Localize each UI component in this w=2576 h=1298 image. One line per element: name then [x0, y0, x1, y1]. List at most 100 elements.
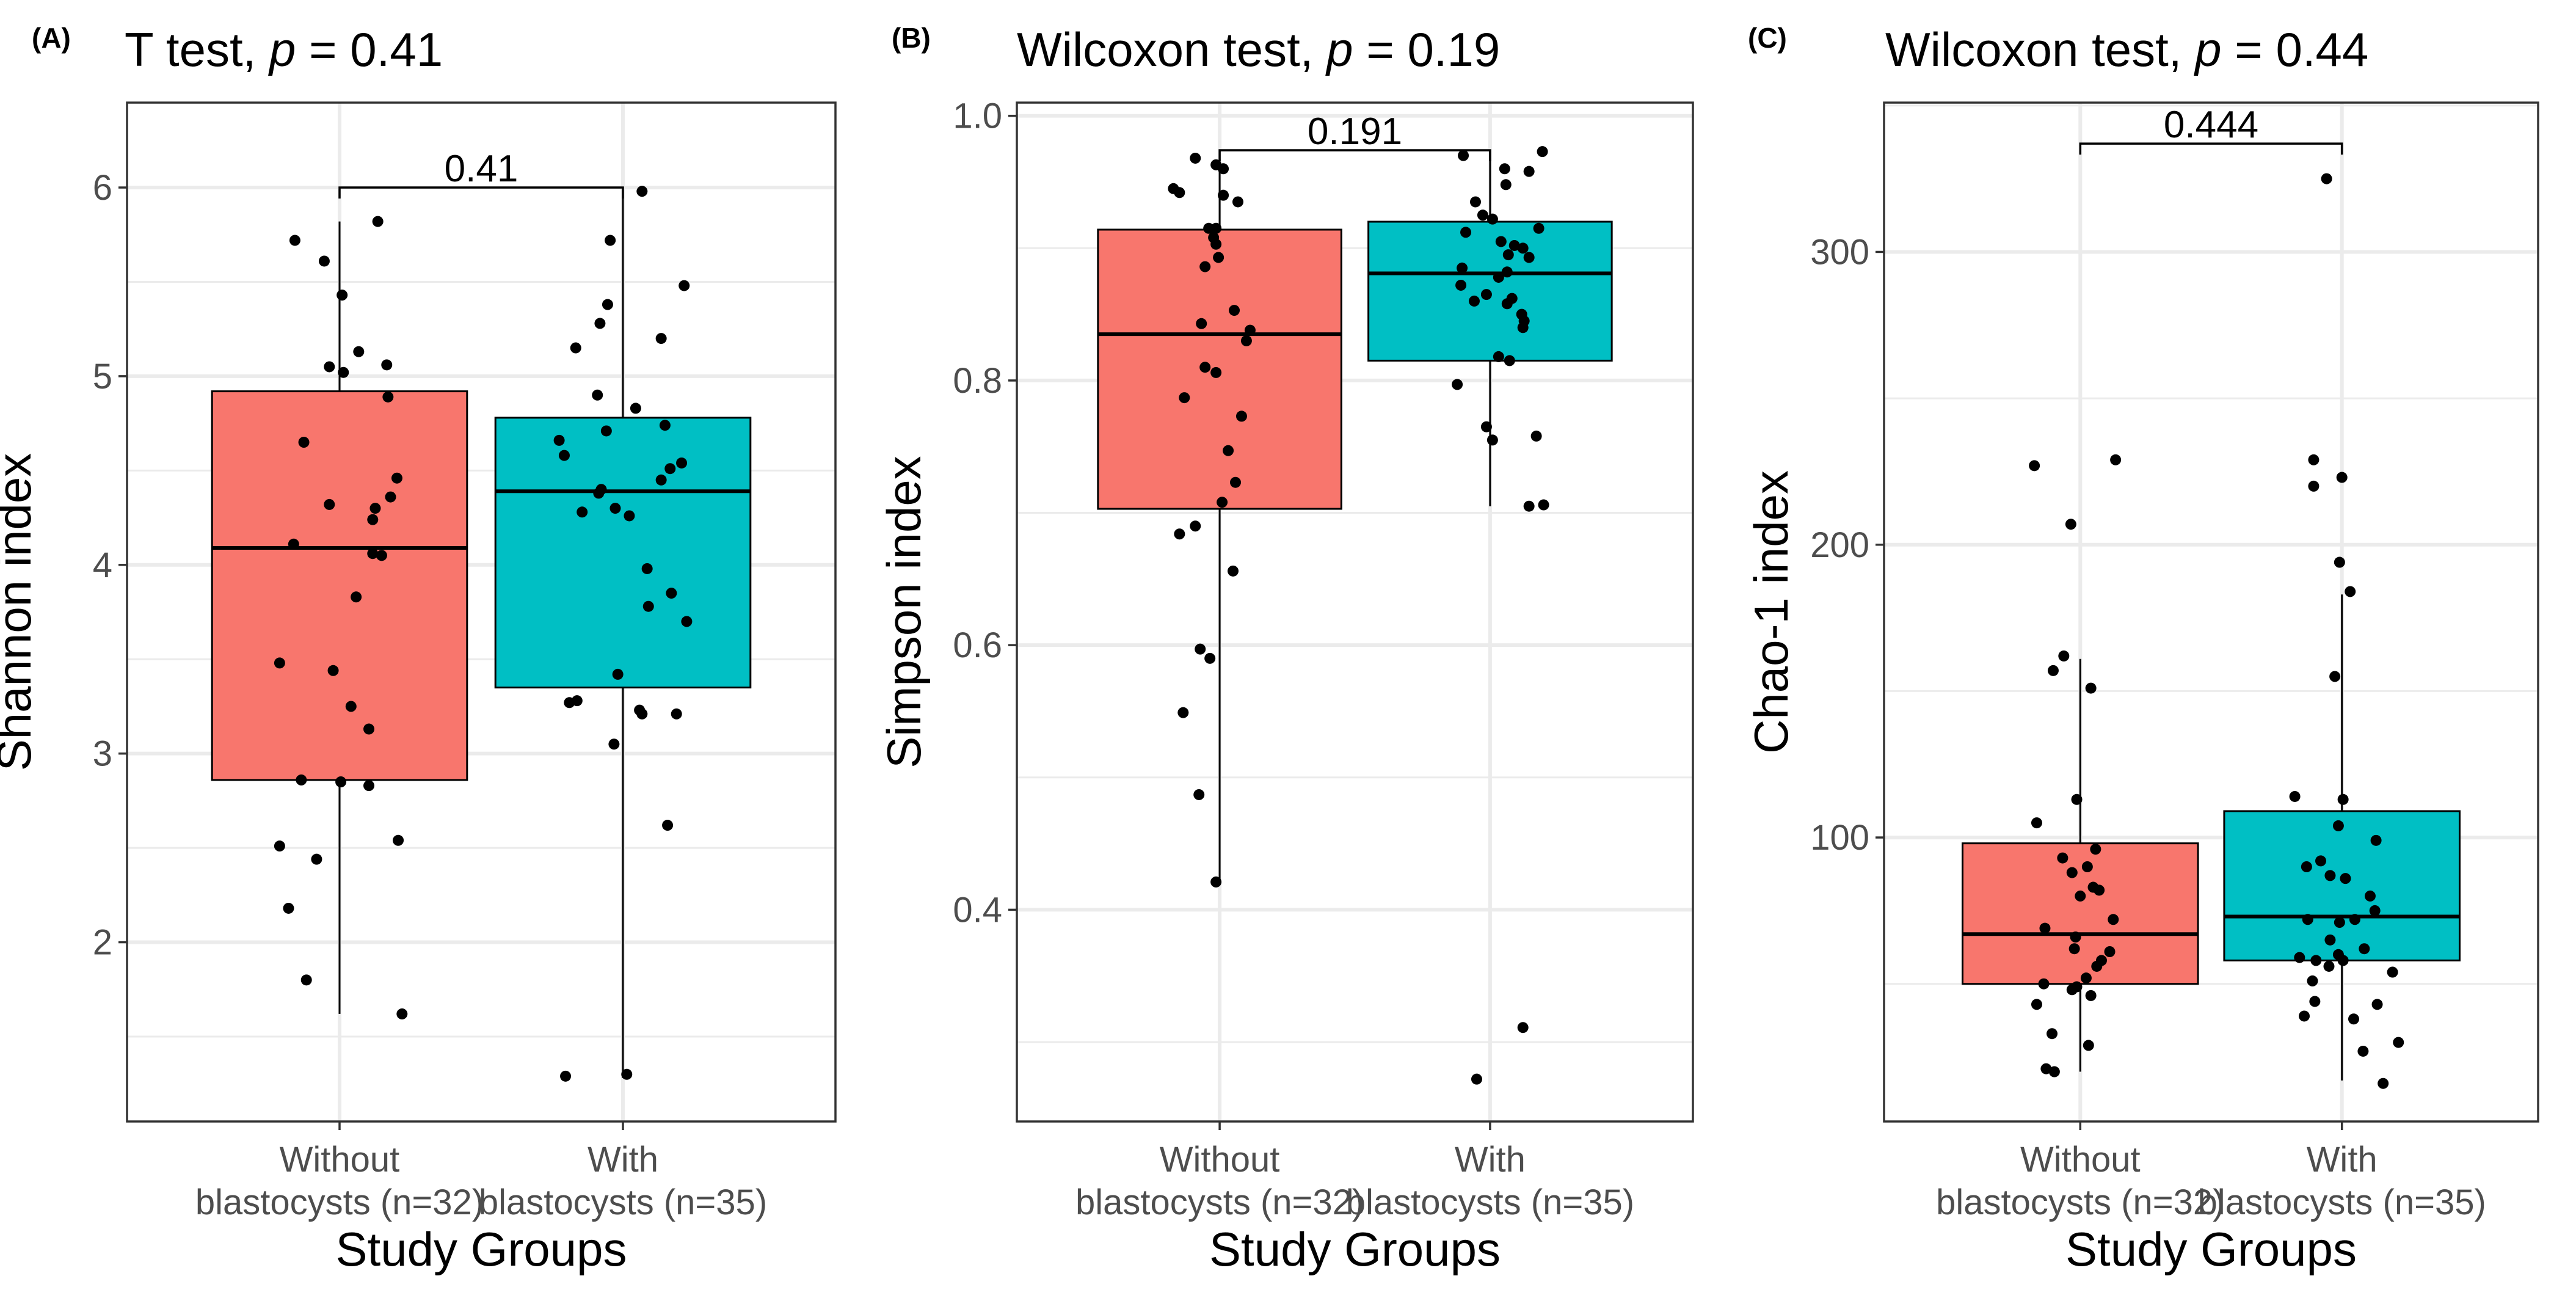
data-point	[1523, 500, 1535, 512]
data-point	[2323, 960, 2335, 972]
data-point	[1230, 476, 1242, 488]
data-point	[2029, 460, 2040, 472]
data-point	[351, 591, 362, 603]
data-point	[1210, 238, 1222, 250]
data-point	[1223, 445, 1234, 456]
points	[1168, 146, 1549, 1085]
boxes	[211, 191, 752, 1078]
data-point	[1471, 1073, 1482, 1085]
data-point	[1193, 789, 1205, 800]
data-point	[655, 474, 667, 486]
data-point	[283, 902, 294, 914]
x-tick-label: With	[1455, 1140, 1526, 1180]
data-point	[1480, 421, 1492, 432]
data-point	[2065, 519, 2076, 530]
data-point	[2329, 671, 2341, 682]
panel-label: (B)	[892, 22, 931, 54]
data-point	[2337, 955, 2349, 966]
data-point	[594, 318, 606, 329]
data-point	[385, 491, 396, 503]
data-point	[311, 853, 322, 865]
data-point	[1517, 322, 1529, 334]
data-point	[642, 600, 654, 612]
comparison-label: 0.191	[1308, 111, 1402, 153]
data-point	[1523, 252, 1535, 263]
data-point	[2336, 472, 2348, 483]
data-point	[1523, 166, 1535, 177]
data-point	[376, 550, 387, 561]
data-point	[1499, 163, 1510, 175]
data-point	[2057, 852, 2068, 864]
bracket-line	[338, 186, 624, 199]
data-point	[2071, 793, 2083, 805]
data-point	[1177, 707, 1189, 718]
data-point	[1190, 520, 1201, 532]
box-iqr	[211, 390, 468, 781]
comparison-bracket	[2079, 142, 2343, 155]
data-point	[381, 359, 393, 371]
data-point	[560, 1070, 572, 1082]
bracket-line	[1218, 149, 1491, 161]
data-point	[2066, 867, 2078, 878]
data-point	[2031, 817, 2042, 829]
data-point	[1213, 252, 1224, 263]
data-point	[369, 503, 381, 514]
data-point	[288, 538, 299, 550]
data-point	[2299, 1010, 2310, 1022]
data-point	[630, 403, 641, 414]
data-point	[2359, 943, 2370, 955]
comparison-label: 0.444	[2164, 104, 2258, 146]
data-point	[391, 472, 402, 484]
data-point	[608, 738, 620, 750]
data-point	[353, 346, 365, 357]
data-point	[2364, 890, 2376, 902]
data-point	[2110, 454, 2122, 465]
data-point	[2047, 665, 2059, 676]
data-point	[2048, 1066, 2060, 1077]
data-point	[2334, 917, 2345, 928]
data-point	[2108, 914, 2119, 925]
y-axis: 0.4 0.6 0.8 1.0	[953, 97, 1017, 930]
panel-a: (A) T test, p = 0.41 0.41 2 3 4 5 6 Without …	[0, 22, 837, 1276]
data-point	[1232, 196, 1243, 208]
data-point	[1210, 366, 1222, 378]
data-point	[1537, 146, 1548, 158]
data-point	[558, 450, 570, 461]
comparison-label: 0.41	[445, 148, 518, 190]
data-point	[2081, 861, 2093, 872]
data-point	[1229, 305, 1240, 316]
data-point	[1240, 335, 1252, 346]
data-point	[2340, 873, 2351, 884]
data-point	[1210, 222, 1222, 234]
data-point	[570, 342, 581, 354]
data-point	[659, 420, 671, 431]
box-iqr	[2223, 810, 2461, 961]
data-point	[2309, 996, 2321, 1007]
data-point	[1455, 279, 1467, 291]
y-tick-label: 0.6	[953, 625, 1002, 665]
x-tick-label: Without	[280, 1140, 400, 1180]
data-point	[1504, 355, 1515, 366]
data-point	[300, 974, 312, 986]
data-point	[1486, 434, 1498, 446]
data-point	[1469, 196, 1481, 208]
data-point	[662, 820, 674, 831]
points	[2029, 173, 2404, 1089]
y-tick-label: 300	[1810, 232, 1869, 272]
data-point	[2080, 972, 2092, 984]
data-point	[636, 186, 648, 197]
data-point	[1457, 262, 1468, 274]
data-point	[2066, 984, 2078, 996]
y-tick-label: 0.8	[953, 361, 1002, 401]
data-point	[2387, 966, 2398, 978]
data-point	[1501, 266, 1513, 278]
x-tick-label: Without	[2020, 1140, 2141, 1180]
data-point	[1517, 1022, 1529, 1034]
data-point	[2321, 173, 2332, 184]
data-point	[624, 510, 635, 522]
data-point	[679, 280, 690, 291]
x-axis-title: Study Groups	[1209, 1222, 1501, 1276]
data-point	[298, 437, 310, 448]
points	[274, 186, 693, 1082]
